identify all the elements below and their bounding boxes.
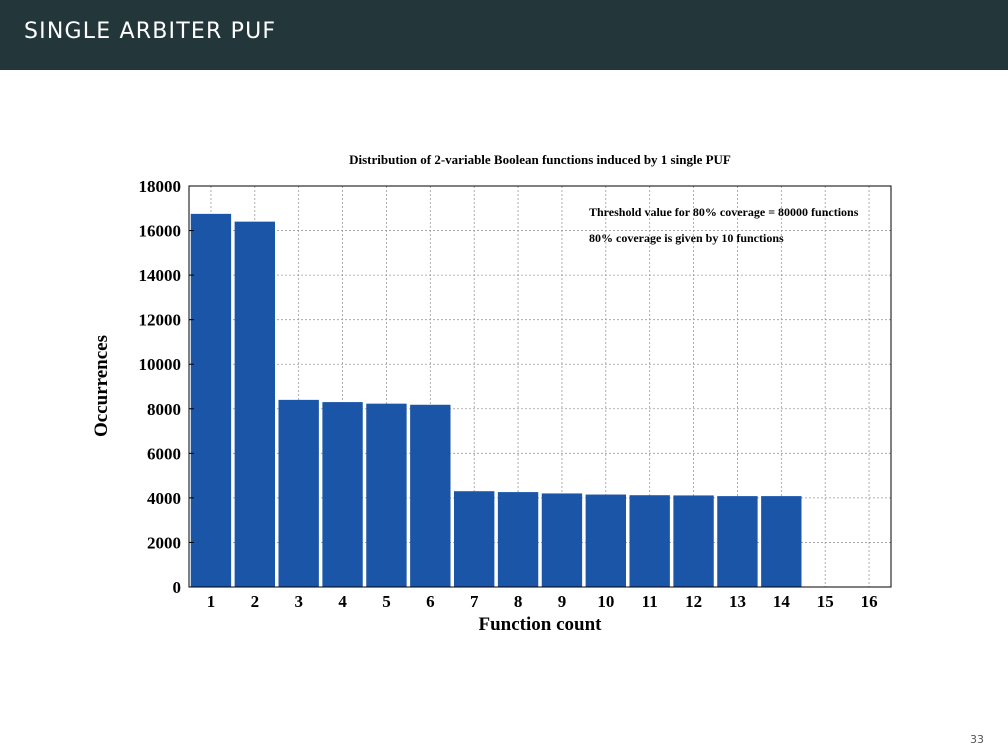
bar-6 [410,404,451,587]
x-tick-label: 9 [558,592,567,611]
bar-13 [717,496,758,587]
x-tick-label: 16 [861,592,878,611]
x-tick-label: 1 [207,592,216,611]
x-tick-label: 6 [426,592,435,611]
bar-2 [234,221,275,587]
bar-14 [761,496,802,587]
y-tick-label: 8000 [147,400,181,419]
bar-9 [541,493,583,587]
chart-title: Distribution of 2-variable Boolean funct… [349,152,731,167]
bar-7 [454,491,495,587]
x-tick-label: 4 [338,592,347,611]
y-tick-label: 12000 [139,311,182,330]
bars [190,213,802,587]
y-tick-label: 0 [173,578,182,597]
bar-5 [366,403,407,587]
page-number: 33 [970,733,984,746]
slide-header: SINGLE ARBITER PUF [0,0,1008,70]
x-tick-label: 11 [642,592,658,611]
y-tick-label: 14000 [139,266,182,285]
plot-frame [188,185,892,588]
x-tick-label: 3 [294,592,303,611]
bar-11 [629,495,670,587]
x-axis-label: Function count [479,614,603,635]
x-tick-label: 15 [817,592,834,611]
bar-1 [190,213,232,587]
bar-4 [322,402,363,587]
x-tick-label: 12 [685,592,702,611]
y-tick-label: 10000 [139,355,182,374]
slide-title: SINGLE ARBITER PUF [24,19,277,44]
y-axis-label: Occurrences [91,335,112,437]
x-tick-label: 8 [514,592,523,611]
bar-12 [673,495,714,587]
y-tick-label: 18000 [139,177,182,196]
x-tick-label: 2 [251,592,260,611]
annotation-threshold: Threshold value for 80% coverage = 80000… [589,205,859,219]
bar-3 [278,399,319,587]
bar-10 [585,494,626,587]
x-tick-labels: 1 2 3 4 5 6 7 8 9 10 11 12 13 14 15 16 [207,592,878,611]
x-tick-label: 13 [729,592,746,611]
x-tick-label: 5 [382,592,391,611]
y-tick-label: 6000 [147,444,181,463]
y-tick-label: 2000 [147,533,181,552]
annotation-coverage: 80% coverage is given by 10 functions [589,231,784,245]
bar-8 [497,492,539,587]
y-tick-label: 16000 [139,222,182,241]
x-tick-label: 14 [773,592,791,611]
x-tick-label: 10 [597,592,614,611]
y-tick-label: 4000 [147,489,181,508]
x-tick-label: 7 [470,592,479,611]
y-tick-labels: 0 2000 4000 6000 8000 10000 12000 14000 16000 180… [139,177,194,597]
